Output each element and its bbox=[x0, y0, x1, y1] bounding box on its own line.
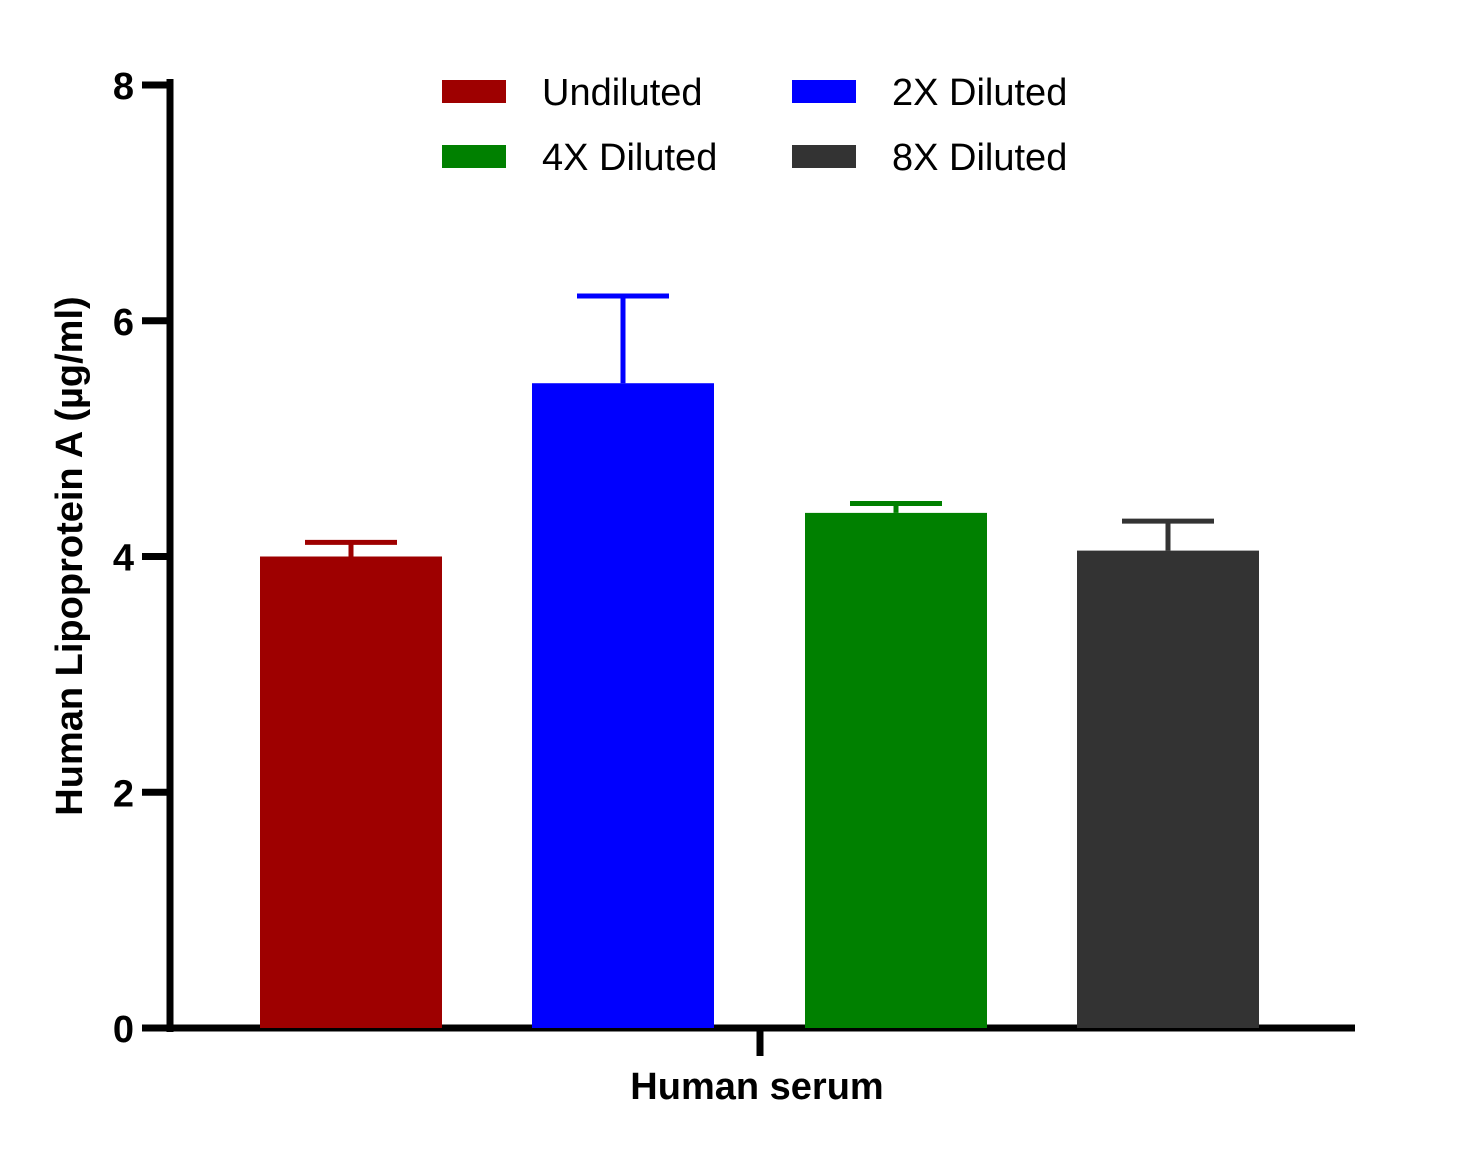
bar-4x-diluted bbox=[805, 512, 987, 1028]
bar-2x-diluted bbox=[532, 383, 714, 1028]
legend-label: 8X Diluted bbox=[892, 137, 1067, 179]
error-bar-group bbox=[305, 293, 1214, 557]
legend-swatch bbox=[792, 80, 856, 103]
y-axis-ticks: 0 2 4 6 8 bbox=[113, 66, 170, 1051]
legend-label: Undiluted bbox=[542, 72, 703, 114]
legend-swatch bbox=[442, 80, 506, 103]
legend-swatch bbox=[792, 145, 856, 168]
y-tick-label: 2 bbox=[113, 773, 134, 815]
y-tick-label: 0 bbox=[113, 1009, 134, 1051]
y-tick-label: 8 bbox=[113, 66, 134, 108]
bar-undiluted bbox=[260, 556, 442, 1028]
legend-swatch bbox=[442, 145, 506, 168]
legend: Undiluted 2X Diluted 4X Diluted 8X Diluted bbox=[442, 72, 1067, 179]
y-tick-label: 6 bbox=[113, 302, 134, 344]
bar-group bbox=[260, 383, 1259, 1028]
legend-label: 2X Diluted bbox=[892, 72, 1067, 114]
y-tick-label: 4 bbox=[113, 538, 134, 580]
bar-8x-diluted bbox=[1077, 550, 1259, 1028]
x-axis-title: Human serum bbox=[630, 1066, 883, 1108]
y-axis-title: Human Lipoprotein A (µg/ml) bbox=[49, 296, 91, 815]
legend-label: 4X Diluted bbox=[542, 137, 717, 179]
